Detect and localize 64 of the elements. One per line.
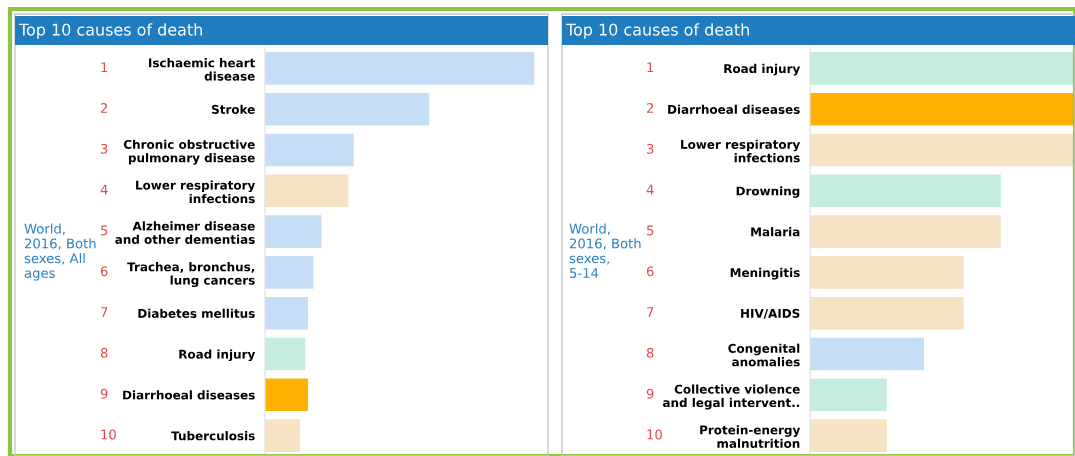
y-tick-label: Meningitis <box>730 267 800 280</box>
text: 5 <box>647 225 654 236</box>
text: 8 <box>100 347 108 358</box>
bar <box>265 256 314 289</box>
y-tick-label: Diabetes mellitus <box>138 308 255 318</box>
text: 6 <box>100 266 108 277</box>
bar <box>810 174 1001 208</box>
text: 7 <box>647 307 654 317</box>
text: 8 <box>646 347 654 358</box>
bar <box>810 92 1075 126</box>
bar <box>810 296 964 330</box>
y-tick-label: Tuberculosis <box>171 431 255 441</box>
y-tick-label: Stroke <box>212 104 255 114</box>
bar <box>810 215 1001 248</box>
bar <box>265 296 309 330</box>
text: World, 2016, Both sexes, 5-14 <box>569 223 641 278</box>
y-tick-label: Ischaemic heart disease <box>149 58 255 81</box>
bar <box>810 337 924 371</box>
y-tick-label: HIV/AIDS <box>741 308 800 319</box>
bar <box>810 256 964 289</box>
text: World, 2016, Both sexes, All ages <box>24 223 96 281</box>
text: 4 <box>100 184 108 195</box>
text: 2 <box>646 103 654 113</box>
bar <box>265 337 306 371</box>
y-tick-label: Drowning <box>736 186 800 198</box>
text: 1 <box>101 62 108 73</box>
y-tick-label: Trachea, bronchus, lung cancers <box>127 262 255 288</box>
bar <box>810 52 1075 85</box>
text: 10 <box>647 429 662 440</box>
bar <box>265 215 322 248</box>
bar <box>810 378 887 412</box>
y-tick-label: Lower respiratory infections <box>136 180 256 204</box>
bar <box>810 419 887 452</box>
y-tick-label: Chronic obstructive pulmonary disease <box>123 139 255 165</box>
text: 2 <box>100 103 108 113</box>
text: 10 <box>101 429 116 440</box>
bar <box>265 133 354 167</box>
y-tick-label: Alzheimer disease and other dementias <box>115 221 255 244</box>
y-tick-label: Congenital anomalies <box>728 343 800 367</box>
bar <box>265 419 300 452</box>
text: 5 <box>101 225 108 236</box>
text: 3 <box>101 143 108 154</box>
text: 4 <box>646 184 654 195</box>
text: 9 <box>646 388 654 399</box>
bar <box>265 92 430 126</box>
text: 1 <box>647 62 654 73</box>
y-tick-label: Malaria <box>751 227 800 237</box>
text: Top 10 causes of death <box>18 23 202 39</box>
y-tick-label: Lower respiratory infections <box>681 139 801 163</box>
y-tick-label: Collective violence and legal intervent.. <box>662 384 800 410</box>
text: 9 <box>100 388 108 399</box>
text: 3 <box>647 143 654 154</box>
y-tick-label: Diarrhoeal diseases <box>668 104 800 114</box>
bar <box>265 378 309 412</box>
y-tick-label: Road injury <box>179 349 256 362</box>
text: 6 <box>646 266 654 277</box>
y-tick-label: Road injury <box>724 63 801 76</box>
bar <box>810 133 1075 167</box>
bar <box>265 174 349 208</box>
y-tick-label: Diarrhoeal diseases <box>123 390 255 400</box>
text: 7 <box>101 307 108 317</box>
y-tick-label: Protein-energy malnutrition <box>700 425 801 448</box>
text: Top 10 causes of death <box>565 23 749 39</box>
bar <box>265 52 535 85</box>
